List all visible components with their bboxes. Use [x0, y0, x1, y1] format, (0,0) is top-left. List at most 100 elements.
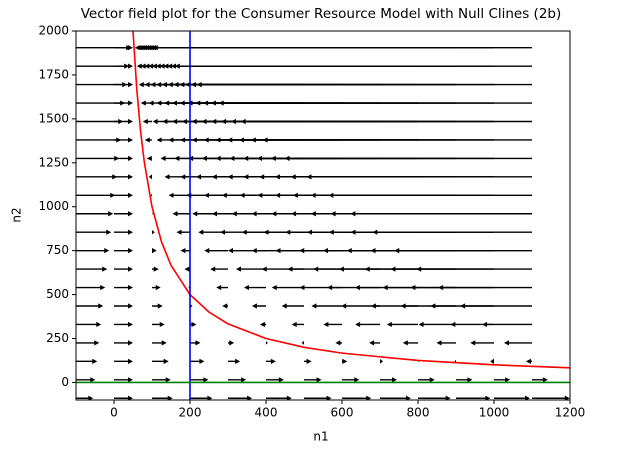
y-tick-label: 250: [46, 331, 69, 345]
x-tick-label: 800: [407, 406, 430, 420]
arrow: [456, 395, 491, 400]
y-tick-label: 1000: [38, 199, 69, 213]
arrow: [304, 358, 312, 364]
arrow: [342, 395, 372, 400]
arrow: [341, 303, 380, 309]
arrow: [438, 284, 532, 291]
arrow: [228, 340, 235, 346]
arrow: [114, 192, 133, 198]
arrow: [327, 284, 380, 291]
arrow: [152, 321, 165, 328]
arrow: [210, 266, 228, 272]
arrow: [372, 229, 532, 235]
arrow: [228, 377, 247, 383]
x-axis-label: n1: [313, 430, 328, 444]
arrow: [251, 303, 266, 309]
arrow: [259, 321, 266, 328]
arrow: [190, 358, 205, 364]
arrow: [418, 395, 451, 400]
arrow: [180, 248, 190, 254]
arrow: [266, 377, 284, 383]
arrow: [76, 248, 110, 254]
arrow: [172, 211, 190, 217]
arrow: [192, 211, 228, 217]
x-tick-label: 1000: [479, 406, 510, 420]
arrow: [152, 358, 169, 364]
arrow: [266, 358, 276, 364]
arrow: [228, 358, 241, 364]
arrow: [323, 321, 342, 328]
arrow: [152, 303, 163, 309]
arrow: [76, 118, 124, 125]
arrow: [196, 81, 532, 88]
arrow: [386, 321, 418, 328]
arrow: [222, 303, 228, 309]
arrow: [114, 63, 133, 69]
x-tick-label: 400: [255, 406, 278, 420]
arrow: [152, 266, 159, 272]
arrow: [266, 341, 268, 345]
arrow: [198, 229, 228, 235]
arrow: [460, 303, 532, 309]
arrow: [76, 340, 100, 346]
arrow: [301, 340, 304, 345]
arrow: [470, 340, 494, 346]
arrow: [228, 395, 253, 400]
arrow: [114, 358, 133, 364]
arrow: [243, 284, 266, 291]
arrow: [456, 377, 473, 383]
arrow: [76, 266, 108, 272]
y-tick-label: 750: [46, 243, 69, 257]
arrow: [299, 284, 342, 291]
arrow: [532, 377, 548, 383]
arrow: [304, 395, 332, 400]
arrow: [76, 100, 126, 106]
arrow: [114, 229, 133, 235]
arrow: [400, 303, 456, 309]
arrow: [152, 45, 533, 51]
arrow: [150, 193, 152, 197]
y-tick-label: 1500: [38, 111, 69, 125]
arrow: [190, 377, 209, 383]
arrow: [380, 395, 411, 400]
arrow: [114, 174, 133, 180]
y-axis-label: n2: [10, 207, 24, 222]
arrow: [144, 137, 152, 143]
arrow: [503, 340, 532, 346]
arrow: [114, 118, 133, 125]
plot-area: [76, 31, 570, 400]
x-tick-label: 1200: [555, 406, 586, 420]
arrow: [114, 377, 133, 383]
arrow: [152, 395, 173, 400]
arrow: [271, 284, 304, 291]
arrow: [304, 377, 322, 383]
arrow: [76, 155, 120, 161]
arrow: [76, 303, 104, 309]
arrow: [328, 192, 532, 198]
arrow: [261, 266, 304, 272]
arrow: [168, 192, 190, 198]
x-tick-label: 0: [110, 406, 118, 420]
y-tick-label: 500: [46, 287, 69, 301]
arrow: [416, 266, 532, 272]
arrow: [311, 303, 342, 309]
arrow: [146, 155, 152, 161]
arrow: [402, 340, 418, 346]
arrow: [76, 358, 98, 364]
arrow: [114, 321, 133, 328]
arrow: [114, 248, 133, 254]
arrow: [114, 45, 133, 51]
y-tick-label: 0: [61, 375, 69, 389]
arrow: [76, 45, 132, 51]
arrow: [306, 174, 532, 180]
arrow: [350, 211, 532, 217]
arrow: [291, 321, 304, 328]
arrow: [76, 81, 128, 88]
arrow: [380, 358, 384, 364]
arrow: [532, 395, 570, 400]
y-tick-label: 1750: [38, 67, 69, 81]
y-tick-label: 1250: [38, 155, 69, 169]
arrow: [76, 174, 118, 180]
arrow: [114, 100, 133, 106]
